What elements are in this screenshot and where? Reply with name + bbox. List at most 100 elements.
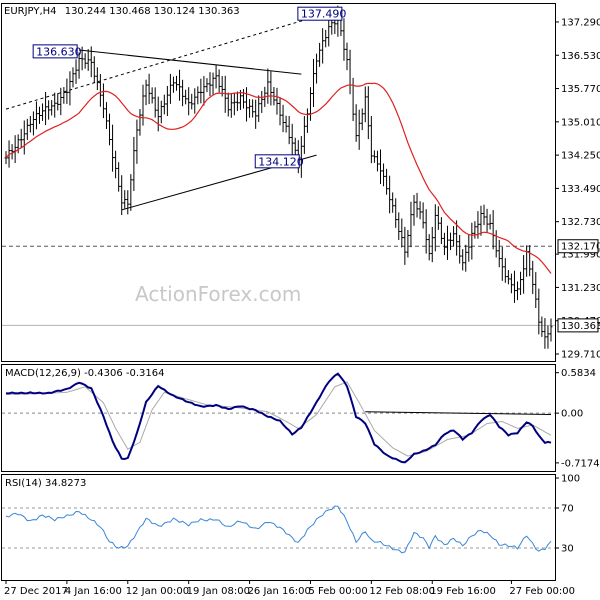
time-axis-label: 27 Feb 00:00 — [509, 586, 575, 597]
ohlc-bar — [546, 325, 550, 349]
ohlc-bar — [442, 232, 446, 256]
ohlc-bar — [321, 28, 325, 64]
ohlc-bar — [37, 106, 41, 124]
ohlc-bar — [412, 194, 416, 226]
ohlc-bar — [199, 78, 203, 104]
ohlc-bar — [287, 115, 291, 145]
quote-values: 130.244 130.468 130.124 130.363 — [65, 6, 240, 17]
ohlc-bar — [385, 168, 389, 195]
macd-axis-label: -0.7174 — [561, 458, 600, 469]
ohlc-bar — [528, 245, 532, 277]
ohlc-bar — [71, 67, 75, 88]
ohlc-bar — [269, 71, 273, 106]
time-axis-label: 19 Jan 08:00 — [187, 586, 250, 597]
ohlc-bar — [427, 234, 431, 261]
price-tag-label: 132.170 — [561, 242, 600, 253]
ohlc-bar — [357, 109, 361, 150]
ohlc-bar — [409, 201, 413, 248]
ohlc-bar — [543, 318, 547, 349]
time-axis-label: 27 Dec 2017 — [4, 586, 68, 597]
ohlc-bar — [415, 192, 419, 218]
ohlc-bar — [406, 229, 410, 258]
ohlc-bar — [95, 67, 99, 91]
ohlc-bar — [403, 226, 407, 265]
ohlc-bar — [315, 53, 319, 84]
ohlc-bar — [534, 272, 538, 309]
ohlc-bar — [418, 201, 422, 220]
ohlc-bar — [467, 234, 471, 262]
instrument-label: EURJPY,H4 — [4, 6, 57, 17]
ohlc-bar — [445, 225, 449, 260]
ohlc-bar — [254, 99, 258, 129]
ohlc-bar — [156, 96, 160, 132]
ohlc-bar — [62, 87, 66, 104]
ohlc-bar — [53, 92, 57, 118]
ohlc-bar — [452, 226, 456, 247]
ohlc-bar — [433, 204, 437, 252]
ohlc-bar — [92, 56, 96, 83]
annotation-box — [254, 154, 300, 169]
ohlc-bar — [101, 83, 105, 119]
ohlc-bar — [400, 218, 404, 248]
ohlc-bar — [34, 101, 38, 130]
price-axis-label: 133.490 — [561, 184, 600, 195]
ohlc-bar — [522, 255, 526, 294]
ohlc-bar — [147, 73, 151, 105]
ohlc-bar — [25, 118, 29, 141]
annotation-box — [297, 6, 343, 21]
ohlc-bar — [168, 73, 172, 104]
ohlc-bar — [500, 246, 504, 281]
ohlc-bar — [111, 124, 115, 172]
ohlc-bar — [248, 99, 252, 118]
moving-average-line — [5, 82, 552, 274]
ohlc-bar — [275, 87, 279, 115]
rsi-axis-label: 30 — [561, 544, 574, 555]
ohlc-bar — [360, 108, 364, 131]
ohlc-bar — [382, 163, 386, 187]
ohlc-bar — [226, 92, 230, 117]
ohlc-bar — [232, 92, 236, 116]
ohlc-bar — [540, 316, 544, 337]
ohlc-bar — [512, 270, 516, 303]
rsi-axis-label: 100 — [561, 474, 580, 485]
ohlc-bar — [83, 53, 87, 69]
ohlc-bar — [123, 190, 127, 209]
ohlc-bar — [461, 249, 465, 271]
ohlc-bar — [327, 18, 331, 47]
rsi-axis-label: 70 — [561, 504, 574, 515]
ohlc-bar — [324, 29, 328, 48]
time-axis-label: 12 Feb 08:00 — [369, 586, 435, 597]
time-axis-label: 19 Feb 16:00 — [430, 586, 496, 597]
ohlc-bar — [473, 221, 477, 239]
ohlc-bar — [394, 198, 398, 228]
ohlc-bar — [430, 226, 434, 263]
ohlc-bar — [458, 234, 462, 264]
price-pane — [1, 3, 556, 362]
ohlc-bar — [86, 49, 90, 71]
ohlc-bar — [19, 128, 23, 148]
macd-title: MACD(12,26,9) -0.4306 -0.3164 — [5, 368, 165, 379]
ohlc-bar — [378, 149, 382, 185]
ohlc-bar — [132, 136, 136, 191]
ohlc-bar — [193, 88, 197, 114]
price-axis-label: 136.530 — [561, 51, 600, 62]
macd-axis-label: 0.5834 — [561, 368, 596, 379]
ohlc-bar — [108, 113, 112, 146]
ohlc-bar — [290, 123, 294, 158]
ohlc-bar — [22, 120, 26, 155]
ohlc-bar — [424, 209, 428, 254]
ohlc-bar — [77, 52, 81, 79]
ohlc-bar — [251, 99, 255, 118]
ohlc-bar — [485, 208, 489, 232]
ohlc-bar — [436, 206, 440, 230]
ohlc-bar — [171, 76, 175, 93]
price-tag-box — [557, 239, 599, 254]
ohlc-bar — [162, 94, 166, 115]
price-axis-label: 131.230 — [561, 283, 600, 294]
trendline — [79, 49, 302, 75]
ohlc-bar — [388, 175, 392, 214]
ohlc-bar — [31, 111, 35, 136]
macd-trendline — [365, 411, 552, 416]
ohlc-bar — [531, 260, 535, 294]
annotation-label: 136.630 — [36, 45, 82, 58]
